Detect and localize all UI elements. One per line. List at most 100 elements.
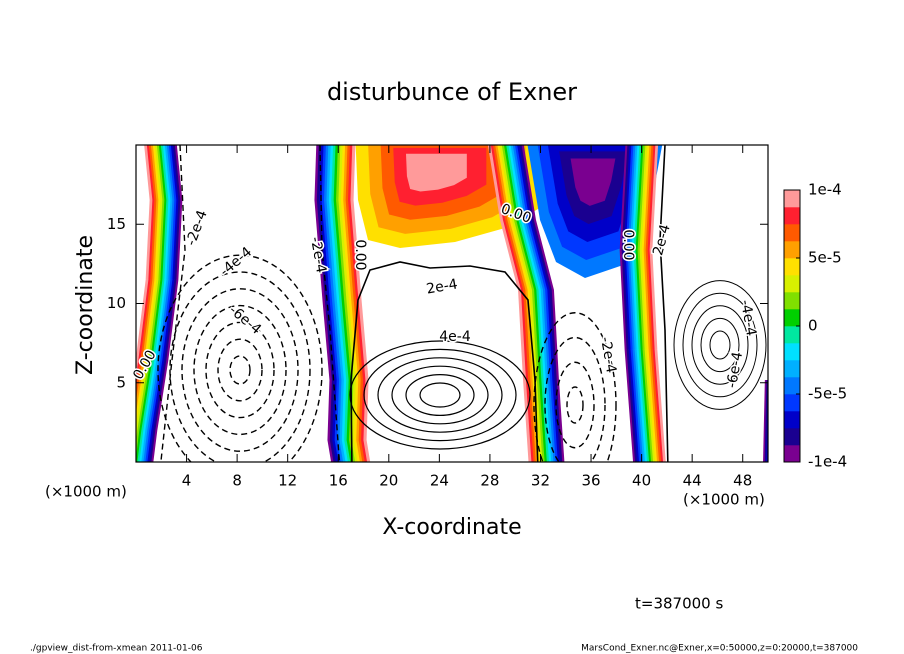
filled-band bbox=[136, 145, 155, 388]
chart-title: disturbunce of Exner bbox=[327, 78, 577, 106]
filled-band bbox=[148, 145, 181, 462]
filled-band bbox=[136, 145, 169, 462]
x-tick-label: 4 bbox=[182, 472, 192, 490]
filled-band bbox=[518, 145, 563, 462]
contour-line bbox=[157, 254, 323, 462]
filled-band bbox=[512, 145, 556, 462]
colorbar-band bbox=[784, 445, 800, 463]
filled-band bbox=[136, 145, 167, 462]
filled-band bbox=[516, 145, 561, 462]
filled-band bbox=[501, 145, 545, 462]
filled-band bbox=[142, 145, 175, 462]
colorbar-band bbox=[784, 394, 800, 412]
contour-line bbox=[181, 288, 299, 452]
colorbar-band bbox=[784, 326, 800, 344]
filled-band bbox=[635, 145, 652, 462]
filled-band bbox=[350, 145, 371, 462]
filled-band bbox=[136, 145, 161, 426]
filled-band bbox=[627, 145, 644, 462]
x-tick-label: 8 bbox=[232, 472, 242, 490]
filled-band bbox=[328, 145, 349, 462]
y-tick-label: 15 bbox=[107, 215, 126, 233]
colorbar-tick-label: 5e-5 bbox=[808, 249, 842, 267]
colorbar-band bbox=[784, 258, 800, 276]
filled-band bbox=[641, 145, 658, 462]
colorbar-tick-label: 1e-4 bbox=[808, 181, 842, 199]
contour-line bbox=[533, 312, 617, 462]
y-axis-label: Z-coordinate bbox=[73, 235, 98, 375]
filled-band bbox=[498, 145, 543, 462]
filled-band bbox=[343, 145, 364, 462]
filled-band bbox=[505, 145, 550, 462]
contour-line bbox=[377, 357, 503, 433]
filled-band bbox=[136, 145, 153, 376]
filled-band bbox=[333, 145, 354, 462]
filled-region bbox=[570, 158, 616, 206]
filled-band bbox=[643, 145, 660, 462]
x-tick-label: 40 bbox=[632, 472, 651, 490]
filled-band bbox=[348, 145, 368, 462]
filled-band bbox=[490, 145, 534, 462]
contour-line bbox=[405, 374, 475, 417]
contour-line bbox=[673, 280, 767, 410]
x-tick-label: 48 bbox=[733, 472, 752, 490]
filled-band bbox=[649, 145, 666, 462]
x-tick-label: 24 bbox=[430, 472, 449, 490]
x-tick-label: 44 bbox=[683, 472, 702, 490]
filled-band bbox=[503, 145, 547, 462]
filled-band bbox=[324, 145, 344, 462]
filled-band bbox=[647, 145, 664, 462]
contour-line bbox=[682, 292, 758, 398]
filled-band bbox=[623, 145, 640, 462]
contour-line bbox=[659, 145, 669, 462]
filled-band bbox=[764, 379, 768, 462]
contour-field bbox=[136, 145, 768, 462]
filled-band bbox=[629, 145, 646, 462]
filled-band bbox=[633, 145, 650, 462]
contour-line bbox=[709, 330, 731, 360]
contour-line bbox=[391, 365, 489, 425]
x-unit: (×1000 m) bbox=[683, 491, 765, 509]
x-tick-label: 12 bbox=[278, 472, 297, 490]
filled-band bbox=[338, 145, 359, 462]
filled-band bbox=[619, 145, 636, 462]
y-unit: (×1000 m) bbox=[45, 483, 127, 501]
filled-band bbox=[621, 145, 638, 462]
colorbar-band bbox=[784, 292, 800, 310]
colorbar-band bbox=[784, 207, 800, 225]
filled-band bbox=[645, 145, 662, 462]
filled-band bbox=[138, 145, 171, 462]
filled-band bbox=[321, 145, 342, 462]
y-tick-label: 5 bbox=[116, 373, 126, 391]
contour-line bbox=[169, 271, 311, 462]
colorbar-band bbox=[784, 190, 800, 208]
contour-line bbox=[319, 145, 341, 462]
filled-band bbox=[150, 145, 183, 462]
x-tick-label: 32 bbox=[531, 472, 550, 490]
x-axis-label: X-coordinate bbox=[382, 515, 521, 540]
colorbar-band bbox=[784, 411, 800, 429]
filled-band bbox=[514, 145, 558, 462]
colorbar-band bbox=[784, 224, 800, 242]
filled-band bbox=[520, 145, 565, 462]
contour-label: 0.00 bbox=[620, 229, 636, 260]
contour-line bbox=[555, 361, 595, 449]
filled-band bbox=[331, 145, 352, 462]
contour-line bbox=[217, 338, 263, 402]
filled-band bbox=[637, 145, 654, 462]
contour-line bbox=[229, 355, 251, 385]
filled-band bbox=[316, 145, 337, 462]
contour-line bbox=[700, 317, 740, 373]
x-tick-label: 20 bbox=[379, 472, 398, 490]
filled-band bbox=[639, 145, 656, 462]
filled-region bbox=[406, 153, 467, 192]
filled-band bbox=[146, 145, 179, 462]
colorbar-band bbox=[784, 360, 800, 378]
filled-band bbox=[763, 379, 768, 462]
contour-line bbox=[691, 305, 749, 385]
filled-band bbox=[631, 145, 648, 462]
filled-band bbox=[509, 145, 554, 462]
filled-band bbox=[625, 145, 642, 462]
filled-band bbox=[136, 145, 157, 401]
